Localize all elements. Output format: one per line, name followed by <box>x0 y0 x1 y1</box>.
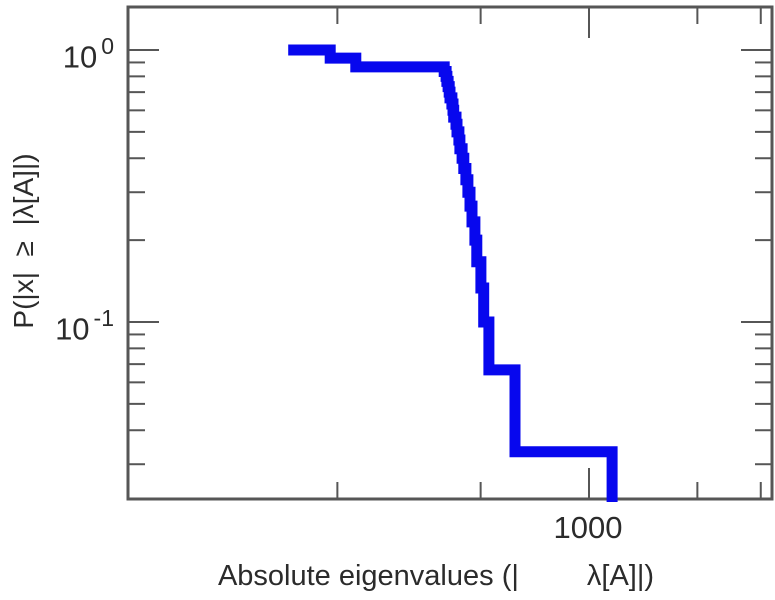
y-axis-label: P(|x| ≥ |λ[A]|) <box>8 153 39 329</box>
x-axis-label-right: λ[A]|) <box>586 560 655 592</box>
y-tick-base: 10 <box>62 39 98 75</box>
y-tick-label-1e0: 10 0 <box>36 31 114 74</box>
y-tick-exponent: 0 <box>101 33 114 59</box>
plot-border <box>126 5 774 501</box>
y-tick-label-1e-1: 10 -1 <box>26 303 114 346</box>
ccdf-curve <box>288 44 618 502</box>
y-tick-base: 10 <box>55 311 90 347</box>
x-axis-label: Absolute eigenvalues (| λ[A]|) <box>114 560 758 593</box>
y-tick-exponent: -1 <box>93 305 114 331</box>
x-axis-label-left: Absolute eigenvalues (| <box>217 560 519 592</box>
x-tick-label-1000: 1000 <box>553 510 623 545</box>
